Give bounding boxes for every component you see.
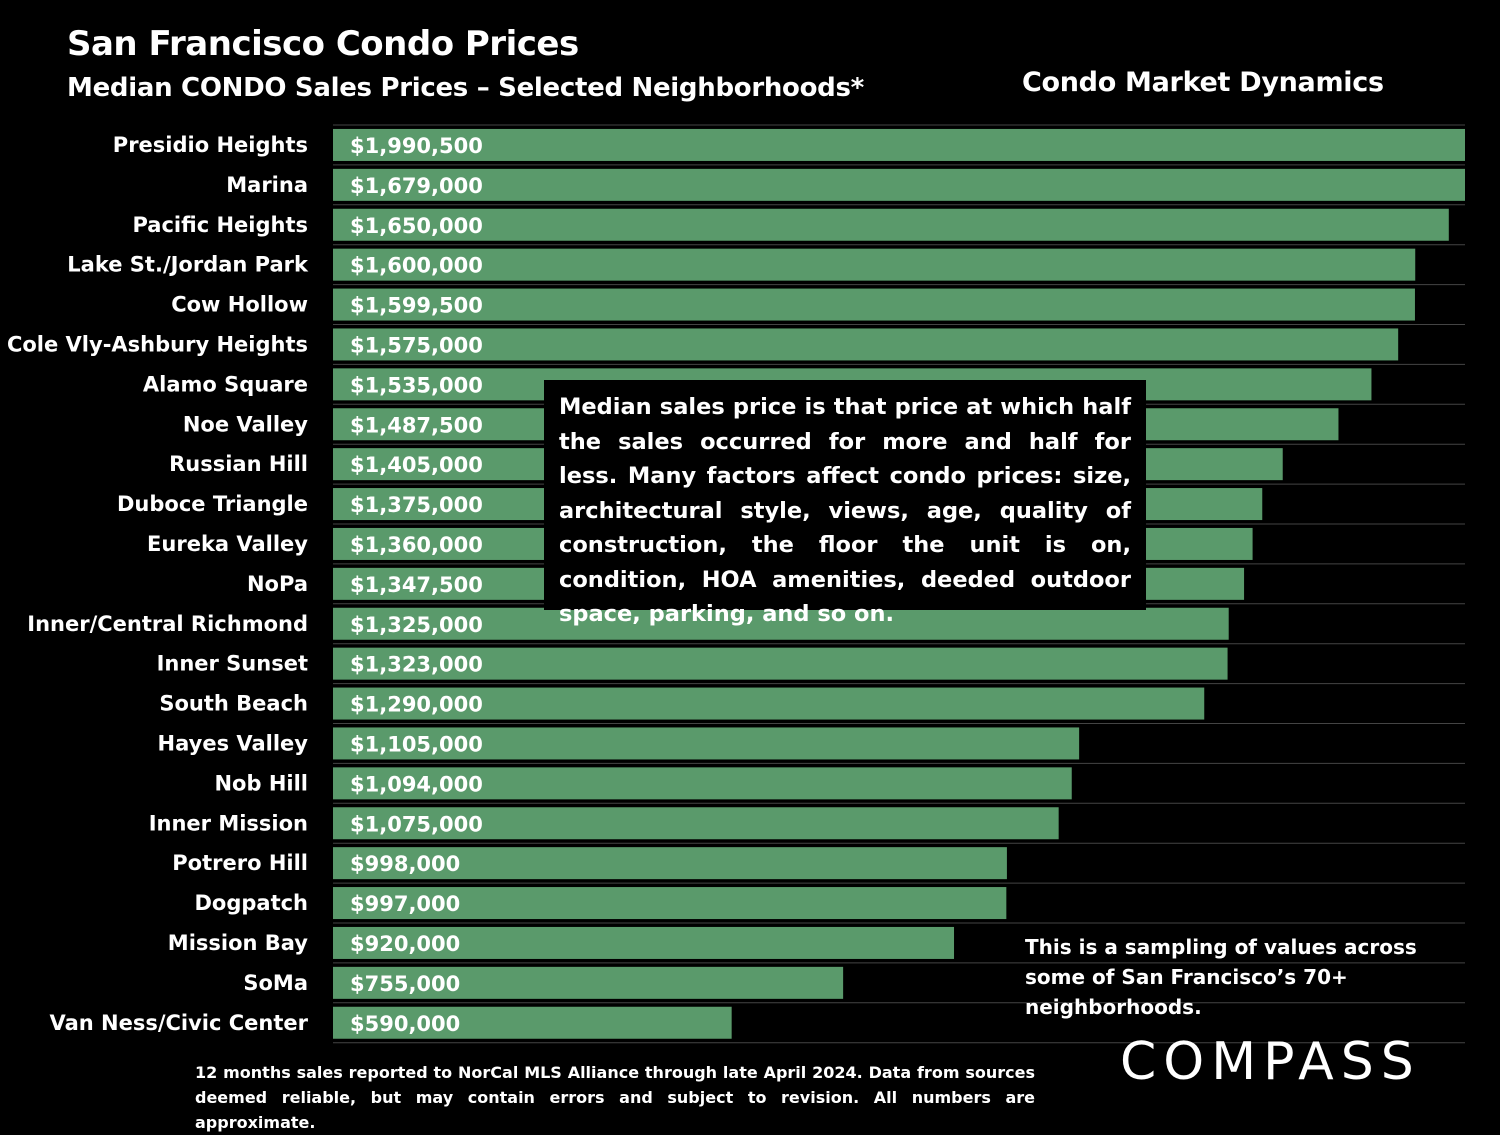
value-label: $1,375,000 xyxy=(350,493,483,517)
bar xyxy=(333,887,1007,920)
value-label: $1,325,000 xyxy=(350,613,483,637)
bar xyxy=(333,807,1059,840)
value-label: $997,000 xyxy=(350,892,460,916)
page-title: San Francisco Condo Prices xyxy=(67,24,579,64)
category-label: Inner/Central Richmond xyxy=(27,612,308,636)
category-label: Cole Vly-Ashbury Heights xyxy=(7,332,308,356)
value-label: $1,575,000 xyxy=(350,333,483,357)
bar xyxy=(333,208,1449,241)
value-label: $1,347,500 xyxy=(350,573,483,597)
category-label: South Beach xyxy=(159,692,308,716)
category-label: Van Ness/Civic Center xyxy=(49,1011,308,1035)
bar xyxy=(333,168,1465,201)
value-label: $1,105,000 xyxy=(350,732,483,756)
category-label: Hayes Valley xyxy=(158,731,309,755)
bar xyxy=(333,767,1072,800)
value-label: $1,600,000 xyxy=(350,254,483,278)
category-label: Inner Mission xyxy=(149,811,308,835)
sampling-note: This is a sampling of values across some… xyxy=(1025,935,1417,1019)
value-label: $1,290,000 xyxy=(350,693,483,717)
median-explanation-callout: Median sales price is that price at whic… xyxy=(544,380,1146,627)
category-label: Eureka Valley xyxy=(147,532,308,556)
compass-logo: COMPASS xyxy=(1120,1032,1421,1092)
value-label: $1,075,000 xyxy=(350,812,483,836)
category-label: Pacific Heights xyxy=(132,213,308,237)
category-label: Lake St./Jordan Park xyxy=(67,253,309,277)
bar xyxy=(333,966,844,999)
bar xyxy=(333,1006,732,1039)
value-label: $1,323,000 xyxy=(350,653,483,677)
value-label: $1,679,000 xyxy=(350,174,483,198)
bar xyxy=(333,607,1229,640)
value-label: $755,000 xyxy=(350,972,460,996)
bar xyxy=(333,288,1415,321)
value-label: $1,487,500 xyxy=(350,413,483,437)
bar xyxy=(333,647,1228,680)
value-label: $1,360,000 xyxy=(350,533,483,557)
value-label: $1,094,000 xyxy=(350,772,483,796)
value-label: $1,535,000 xyxy=(350,373,483,397)
category-label: Presidio Heights xyxy=(113,133,308,157)
value-label: $1,650,000 xyxy=(350,214,483,238)
bar xyxy=(333,847,1007,880)
category-label: Alamo Square xyxy=(143,372,308,396)
chart-subtitle: Median CONDO Sales Prices – Selected Nei… xyxy=(67,73,864,103)
bar xyxy=(333,727,1080,760)
category-label: Potrero Hill xyxy=(172,851,308,875)
category-label: Nob Hill xyxy=(214,771,308,795)
bar xyxy=(333,687,1205,720)
category-label: Noe Valley xyxy=(183,412,308,436)
category-label: Cow Hollow xyxy=(171,293,308,317)
value-label: $1,990,500 xyxy=(350,134,483,158)
value-label: $590,000 xyxy=(350,1012,460,1036)
category-label: SoMa xyxy=(243,971,308,995)
category-label: Duboce Triangle xyxy=(117,492,308,516)
category-label: Dogpatch xyxy=(194,891,308,915)
value-label: $920,000 xyxy=(350,932,460,956)
value-label: $998,000 xyxy=(350,852,460,876)
category-label: NoPa xyxy=(247,572,308,596)
bar xyxy=(333,128,1465,161)
category-label: Mission Bay xyxy=(168,931,309,955)
value-label: $1,599,500 xyxy=(350,294,483,318)
value-label: $1,405,000 xyxy=(350,453,483,477)
bar xyxy=(333,248,1416,281)
bar xyxy=(333,328,1399,361)
category-label: Inner Sunset xyxy=(157,652,308,676)
source-footnote: 12 months sales reported to NorCal MLS A… xyxy=(195,1063,1035,1132)
category-label: Marina xyxy=(226,173,308,197)
bar xyxy=(333,926,955,959)
category-label: Russian Hill xyxy=(169,452,308,476)
section-title: Condo Market Dynamics xyxy=(1022,67,1384,98)
